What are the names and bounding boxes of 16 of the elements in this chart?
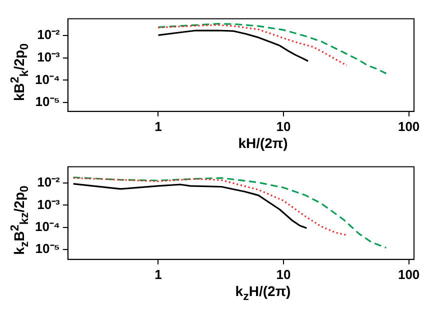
y-tick-label: 10⁻³ bbox=[37, 50, 61, 65]
y-tick-label: 10⁻⁴ bbox=[35, 72, 60, 87]
y-tick-label: 10⁻² bbox=[37, 174, 61, 190]
x-tick-label: 10 bbox=[276, 118, 291, 134]
y-tick-label: 10⁻³ bbox=[37, 196, 61, 212]
x-axis-title: kH/(2π) bbox=[237, 135, 289, 151]
y-tick-label: 10⁻⁵ bbox=[35, 94, 60, 110]
x-tick-label: 1 bbox=[154, 266, 162, 282]
y-tick-label: 10⁻² bbox=[37, 27, 61, 42]
y-tick-label: 10⁻⁴ bbox=[35, 218, 60, 234]
y-tick-label: 10⁻⁵ bbox=[35, 241, 60, 256]
x-tick-label: 100 bbox=[398, 118, 420, 134]
x-tick-label: 10 bbox=[276, 266, 291, 282]
x-axis-title: k$_{z}$H/(2π) bbox=[234, 283, 292, 303]
x-tick-label: 1 bbox=[154, 118, 162, 134]
x-tick-label: 100 bbox=[398, 266, 420, 282]
